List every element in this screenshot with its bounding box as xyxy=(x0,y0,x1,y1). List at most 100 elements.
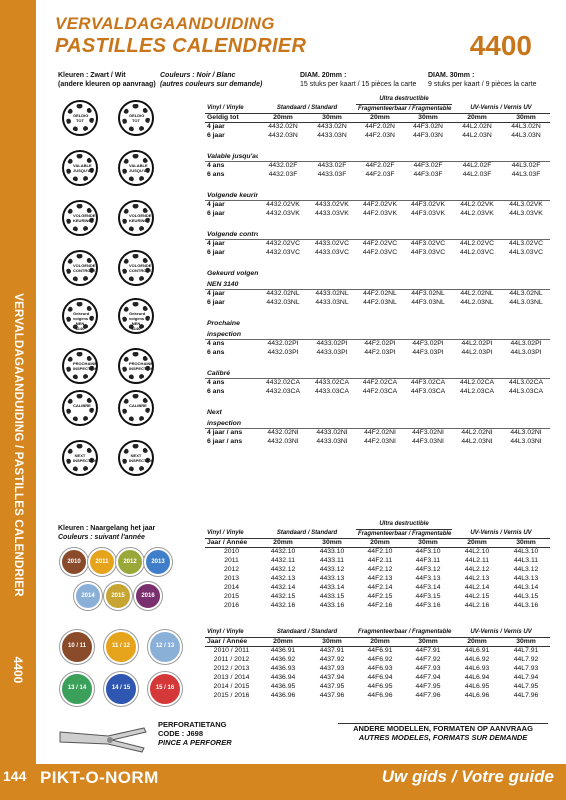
year-dial-icon: 2015 xyxy=(104,582,132,610)
page-number: 144 xyxy=(3,768,27,784)
dial-ring xyxy=(66,444,94,472)
calendar-dial-icon: VALABLE JUSQU'AU xyxy=(62,150,98,186)
table-header: Vinyl / Vinyle Standaard / Standard Fragme… xyxy=(205,628,551,638)
color-info-nl: Kleuren : Zwart / Wit (andere kleuren op … xyxy=(58,72,156,88)
table-header: Vinyl / Vinyle Standaard / Standard Fragme… xyxy=(205,104,551,114)
table-spacer xyxy=(205,357,550,367)
guide-tagline: Uw gids / Votre guide xyxy=(381,767,554,786)
year-dial-label: 2016 xyxy=(141,593,155,599)
table-row: 6 ans 4432.03F 4433.03F 44F2.03F 44F3.03F 44L… xyxy=(207,170,541,178)
table-header-top: Ultra destructible xyxy=(205,520,550,530)
dial-ring xyxy=(66,352,94,380)
calendar-dial-icon: NEXT INSPECTION xyxy=(118,440,154,476)
calendar-dial-icon: Gekeurd volgens NEN 3140 xyxy=(62,298,98,334)
table-row: 2012 / 2013 4436.93 4437.93 44F6.93 44F7.93 4… xyxy=(213,664,539,672)
calendar-dial-icon: CALIBRE xyxy=(118,390,154,426)
dial-ring xyxy=(66,394,94,422)
diam20-info: DIAM. 20mm :15 stuks per kaart / 15 pièc… xyxy=(300,72,417,88)
dial-ring xyxy=(66,254,94,282)
table-row: 2013 / 2014 4436.94 4437.94 44F6.94 44F7.94 4… xyxy=(213,673,539,681)
table-section-label: Prochaine xyxy=(207,320,240,327)
calendar-dial-icon: VOLGENDE KEURING xyxy=(118,200,154,236)
dual-year-dial-label: 12 / 13 xyxy=(155,643,175,649)
dial-label: PROCHAINE INSPECTION xyxy=(129,361,154,371)
table-row: 4 jaar 4432.02NL 4433.02NL 44F2.02NL 44F3.02… xyxy=(207,289,543,297)
table-row: 6 jaar / ans 4432.03NI 4433.03NI 44F2.03NI 4… xyxy=(207,437,542,445)
dial-label: GELDIG TOT xyxy=(129,113,145,123)
year-dial-label: 2011 xyxy=(95,559,109,565)
dual-year-dial-label: 13 / 14 xyxy=(67,685,87,691)
dial-label: GELDIG TOT xyxy=(73,113,89,123)
year-dial-icon: 2011 xyxy=(88,548,116,576)
year-dial-label: 2013 xyxy=(151,559,165,565)
product-code: 4400 xyxy=(469,30,532,61)
page-title-nl: VERVALDAGAANDUIDING xyxy=(55,14,275,33)
table-section-label: inspection xyxy=(205,417,551,429)
calendar-dial-icon: NEXT INSPECTION xyxy=(62,440,98,476)
table-spacer xyxy=(205,257,550,267)
table-text-labels: Ultra destructible Vinyl / Vinyle Standaar… xyxy=(205,95,551,446)
table-section-label: NEN 3140 xyxy=(205,278,551,290)
dial-label: VOLGENDE CONTROLE xyxy=(129,263,152,273)
year-dial-icon: 2013 xyxy=(144,548,172,576)
dual-year-dial-icon: 11 / 12 xyxy=(104,630,138,664)
calendar-dial-icon: CALIBRE xyxy=(62,390,98,426)
table-years: Ultra destructible Vinyl / Vinyle Standaar… xyxy=(205,520,551,610)
table-row: 2014 4432.14 4433.14 44F2.14 44F3.14 44L2.14 4… xyxy=(223,583,539,591)
table-row: 4 jaar 4432.02VC 4433.02VC 44F2.02VC 44F3.02… xyxy=(207,239,544,247)
year-dial-icon: 2014 xyxy=(74,582,102,610)
table-spacer xyxy=(205,179,550,189)
table-section-label: Gekeurd volgens xyxy=(207,270,258,277)
table-row: 4 jaar 4432.02N 4433.02N 44F2.02N 44F3.02N 44… xyxy=(207,122,541,130)
table-row: 4 ans 4432.02F 4433.02F 44F2.02F 44F3.02F 44L… xyxy=(207,161,541,169)
table-row: 4 ans 4432.02CA 4433.02CA 44F2.02CA 44F3.02C… xyxy=(207,378,544,386)
dial-ring xyxy=(122,254,150,282)
year-dial-label: 2012 xyxy=(123,559,137,565)
table-row: 6 jaar 4432.03VC 4433.03VC 44F2.03VC 44F3.03… xyxy=(207,248,544,256)
table-row: 6 jaar 4432.03N 4433.03N 44F2.03N 44F3.03N 44… xyxy=(207,131,541,139)
calendar-dial-icon: Gekeurd volgens NEN 3140 xyxy=(118,298,154,334)
table-dual-years: Vinyl / Vinyle Standaard / Standard Fragme… xyxy=(205,628,551,700)
dial-label: PROCHAINE INSPECTION xyxy=(73,361,98,371)
perforator-label: PERFORATIETANG CODE : J698 PINCE A PERFO… xyxy=(158,720,232,747)
dual-year-dial-icon: 10 / 11 xyxy=(60,630,94,664)
table-section-label: Valable jusqu'au xyxy=(205,150,551,162)
dial-label: CALIBRE xyxy=(73,403,91,408)
dual-year-dial-icon: 14 / 15 xyxy=(104,672,138,706)
table-row: 2011 4432.11 4433.11 44F2.11 44F3.11 44L2.11 4… xyxy=(224,556,539,564)
calendar-dial-icon: PROCHAINE INSPECTION xyxy=(62,348,98,384)
dual-year-dial-label: 11 / 12 xyxy=(111,643,131,649)
dial-label: Gekeurd volgens NEN 3140 xyxy=(73,311,90,331)
year-dial-label: 2014 xyxy=(81,593,95,599)
calendar-dial-icon: PROCHAINE INSPECTION xyxy=(118,348,154,384)
dial-label: Gekeurd volgens NEN 3140 xyxy=(129,311,146,331)
dual-year-dial-icon: 13 / 14 xyxy=(60,672,94,706)
year-dial-label: 2010 xyxy=(67,559,81,565)
dial-label: VALABLE JUSQU'AU xyxy=(73,163,94,173)
page-title-fr: PASTILLES CALENDRIER xyxy=(55,35,307,57)
dial-label: NEXT INSPECTION xyxy=(73,453,98,463)
year-dial-icon: 2010 xyxy=(60,548,88,576)
dial-label: VOLGENDE KEURING xyxy=(73,213,96,223)
year-dial-label: 2015 xyxy=(111,593,125,599)
perforator-pliers-icon xyxy=(59,727,147,753)
dial-ring xyxy=(122,204,150,232)
dial-ring xyxy=(122,302,150,330)
table-row: 6 ans 4432.03CA 4433.03CA 44F2.03CA 44F3.03C… xyxy=(207,387,544,395)
dial-ring xyxy=(122,104,150,132)
table-row: 4 jaar / ans 4432.02NI 4433.02NI 44F2.02NI 4… xyxy=(207,428,542,436)
dual-year-dial-icon: 15 / 16 xyxy=(148,672,182,706)
table-row: 2015 / 2016 4436.96 4437.96 44F6.96 44F7.96 4… xyxy=(213,691,539,699)
notice-other-models: ANDERE MODELLEN, FORMATEN OP AANVRAAG AU… xyxy=(338,723,548,742)
footer-band xyxy=(0,764,566,800)
dial-ring xyxy=(122,352,150,380)
year-dial-icon: 2016 xyxy=(134,582,162,610)
table-row: 2011 / 2012 4436.92 4437.92 44F6.92 44F7.92 4… xyxy=(213,655,539,663)
table-section-label: Calibré xyxy=(205,367,551,379)
table-size-header: Geldig tot 20mm 30mm 20mm 30mm 20mm 30mm xyxy=(205,113,551,123)
table-row: 6 jaar 4432.03NL 4433.03NL 44F2.03NL 44F3.03… xyxy=(207,298,543,306)
color-info-fr: Couleurs : Noir / Blanc (autres couleurs … xyxy=(160,72,263,88)
diam30-info: DIAM. 30mm :9 stuks per kaart / 9 pièces… xyxy=(428,72,537,88)
sidebar-band xyxy=(0,0,36,800)
table-size-header: Jaar / Année 20mm 30mm 20mm 30mm 20mm 30mm xyxy=(205,538,551,548)
